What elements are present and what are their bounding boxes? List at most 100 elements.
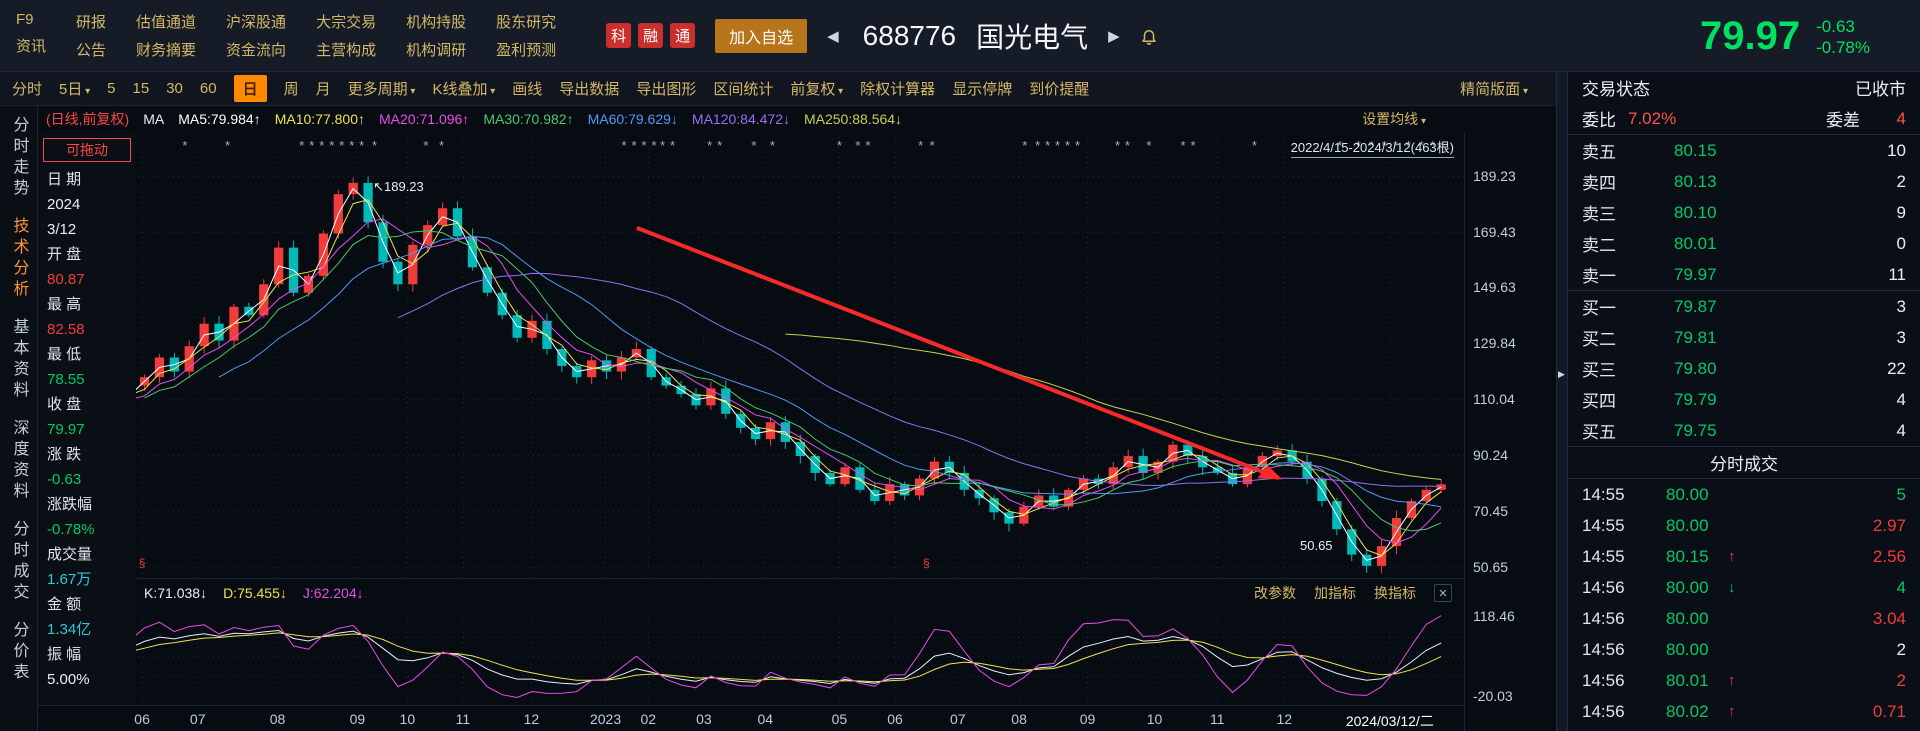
x-axis-label: 10 [1146,711,1163,727]
menu-item-top[interactable]: F9 [16,11,34,28]
panel-splitter[interactable]: ▶ [1556,72,1568,731]
close-indicator-icon[interactable]: ✕ [1434,584,1452,602]
ohlc-row: 最 低 [47,346,82,363]
trade-price: 80.00 [1666,515,1709,535]
left-tab[interactable]: 技术分析 [10,217,28,301]
toolbar-button[interactable]: 月 [315,81,331,98]
ma-legend-row: (日线,前复权) MA MA5:79.984↑ MA10:77.800↑ MA20:… [38,106,1556,132]
menu-item-bottom[interactable]: 资金流向 [226,42,287,59]
bid-price[interactable]: 79.81 [1674,327,1717,347]
y-axis-label: 50.65 [1473,558,1509,575]
ask-row[interactable]: 卖二 80.01 0 [1568,228,1920,259]
ohlc-rows: 日 期 2024 3/12 开 盘 80.87 最 高 82.58 最 低 78.55 收 盘 79… [38,167,136,692]
ask-row[interactable]: 卖三 80.10 9 [1568,197,1920,228]
toolbar-button[interactable]: K线叠加 [432,78,495,99]
indicator-tool-button[interactable]: 加指标 [1314,585,1356,601]
ask-row[interactable]: 卖四 80.13 2 [1568,166,1920,197]
x-axis-label: 2023 [589,711,622,727]
left-tab[interactable]: 基本资料 [10,318,28,402]
bid-row[interactable]: 买四 79.79 4 [1568,384,1920,415]
toolbar-button[interactable]: 60 [199,80,217,97]
indicator-tool-button[interactable]: 改参数 [1254,585,1296,601]
menu-item-top[interactable]: 大宗交易 [316,14,377,31]
peak-price-annotation: ↖189.23 [373,178,424,194]
price-alert-bell-icon[interactable] [1140,27,1158,45]
left-tab[interactable]: 分价表 [10,621,28,684]
bid-price[interactable]: 79.80 [1674,358,1717,378]
bid-row[interactable]: 买一 79.87 3 [1568,291,1920,322]
ask-row[interactable]: 卖一 79.97 11 [1568,259,1920,290]
ask-price[interactable]: 80.13 [1674,171,1717,191]
kdj-j-value: J:62.204↓ [302,585,364,601]
ask-price[interactable]: 80.10 [1674,202,1717,222]
tick-trade-row: 14:56 80.00 3.04 [1568,603,1920,634]
toolbar-button[interactable]: 导出图形 [636,81,697,98]
bid-qty: 3 [1896,327,1906,347]
toolbar-button[interactable]: 更多周期 [348,78,416,99]
menu-item-top[interactable]: 机构持股 [406,14,467,31]
toolbar-button[interactable]: 5日 [59,78,90,99]
ex-rights-mark-icon: § [923,555,930,570]
tick-trades-list[interactable]: 14:55 80.00 5 14:55 80.00 2.97 14:55 [1568,479,1920,727]
drag-handle[interactable]: 可拖动 [43,138,131,162]
ask-row[interactable]: 卖五 80.15 10 [1568,135,1920,166]
left-tab[interactable]: 深度资料 [10,419,28,503]
trade-time: 14:56 [1582,670,1625,690]
commission-ratio-label: 委比 [1582,111,1616,130]
bid-row[interactable]: 买五 79.75 4 [1568,415,1920,446]
left-tab[interactable]: 分时成交 [10,520,28,604]
bid-row[interactable]: 买三 79.80 22 [1568,353,1920,384]
menu-item-top[interactable]: 估值通道 [136,14,197,31]
ask-qty: 10 [1887,140,1906,160]
ma-settings-button[interactable]: 设置均线 [1362,109,1426,129]
bid-price[interactable]: 79.87 [1674,296,1717,316]
toolbar-button[interactable]: 分时 [12,81,43,98]
main-chart-area[interactable]: * * * * * * * * * * * * * * * * * * * * * * * * * * * * * * * * * * * * * * * *… [38,132,1464,579]
collapse-arrow-icon[interactable]: ▶ [1558,368,1565,379]
commission-row: 委比 7.02% 委差 4 [1568,103,1920,134]
ask-price[interactable]: 80.15 [1674,140,1717,160]
menu-item-bottom[interactable]: 财务摘要 [136,42,197,59]
menu-item-bottom[interactable]: 机构调研 [406,42,467,59]
trade-volume: 3.04 [1872,608,1906,628]
toolbar-button[interactable]: 到价提醒 [1029,81,1090,98]
indicator-tool-button[interactable]: 换指标 [1374,585,1416,601]
bid-price[interactable]: 79.79 [1674,389,1717,409]
ohlc-row: 79.97 [47,421,85,438]
toolbar-button[interactable]: 日 [233,75,267,102]
toolbar-button[interactable]: 导出数据 [559,81,620,98]
add-watchlist-button[interactable]: 加入自选 [715,18,808,53]
bid-price[interactable]: 79.75 [1674,420,1717,440]
toolbar-button[interactable]: 30 [166,80,183,97]
menu-column: 估值通道 财务摘要 [136,11,196,60]
prev-stock-arrow[interactable]: ◀ [827,27,839,45]
ask-price[interactable]: 80.01 [1674,233,1717,253]
toolbar-button[interactable]: 显示停牌 [952,81,1013,98]
menu-item-bottom[interactable]: 资讯 [16,38,47,55]
x-axis-label: 09 [349,711,366,727]
ohlc-info-panel[interactable]: 可拖动 日 期 2024 3/12 开 盘 80.87 最 高 82.58 最 低 78.55 收… [38,132,136,705]
toolbar-button[interactable]: 区间统计 [713,81,774,98]
compact-layout-button[interactable]: 精简版面 [1460,78,1528,99]
ma-prefix: MA [143,111,165,127]
toolbar-button[interactable]: 15 [132,80,150,97]
price-change-block: -0.63 -0.78% [1816,14,1870,58]
menu-item-top[interactable]: 沪深股通 [226,14,287,31]
menu-item-bottom[interactable]: 主营构成 [316,42,377,59]
menu-item-top[interactable]: 研报 [76,14,107,31]
toolbar-button[interactable]: 周 [283,81,299,98]
toolbar-button[interactable]: 画线 [512,81,543,98]
toolbar-button[interactable]: 除权计算器 [860,81,936,98]
next-stock-arrow[interactable]: ▶ [1108,27,1120,45]
left-tab[interactable]: 分时走势 [10,116,28,200]
ohlc-row: 涨 跌 [47,446,82,463]
menu-item-top[interactable]: 股东研究 [496,14,557,31]
ask-price[interactable]: 79.97 [1674,264,1717,284]
menu-item-bottom[interactable]: 盈利预测 [496,42,557,59]
toolbar-button[interactable]: 5 [107,80,116,97]
bid-row[interactable]: 买二 79.81 3 [1568,322,1920,353]
kdj-chart-area[interactable] [38,607,1464,705]
menu-item-bottom[interactable]: 公告 [76,42,107,59]
ma-legend-item: MA20:71.096↑ [379,111,470,127]
toolbar-button[interactable]: 前复权 [790,78,843,99]
